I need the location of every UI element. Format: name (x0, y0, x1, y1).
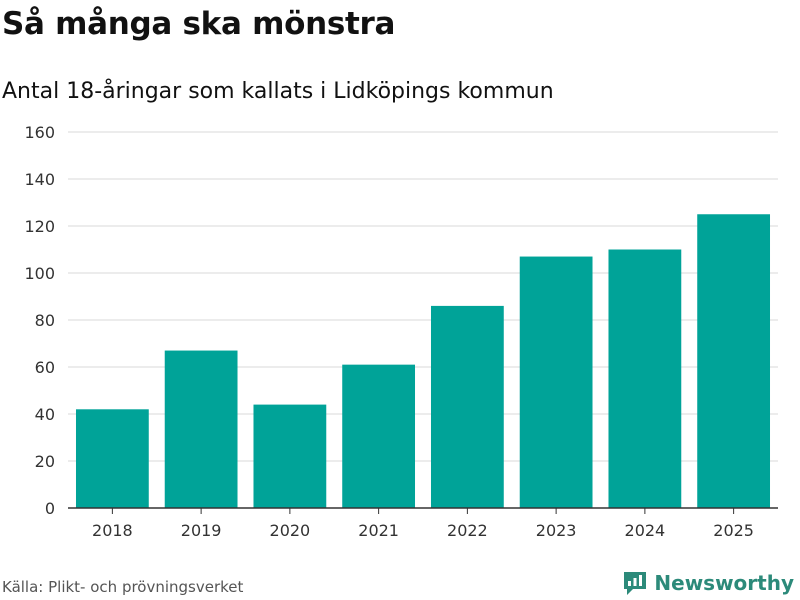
x-axis-ticks: 2018 2019 2020 2021 2022 2023 2024 2025 (92, 508, 754, 540)
y-tick-label: 140 (24, 170, 55, 189)
y-tick-label: 60 (35, 358, 55, 377)
brand-name: Newsworthy (654, 571, 794, 595)
y-tick-label: 160 (24, 123, 55, 142)
bar-2022 (430, 305, 504, 508)
x-tick-label: 2021 (358, 521, 399, 540)
newsworthy-logo-icon (624, 572, 647, 595)
source-note: Källa: Plikt- och prövningsverket (2, 578, 244, 596)
bars (75, 214, 771, 508)
x-tick-label: 2020 (270, 521, 311, 540)
bar-2024 (608, 249, 682, 508)
y-tick-label: 120 (24, 217, 55, 236)
chart-subtitle: Antal 18-åringar som kallats i Lidköping… (2, 79, 554, 104)
x-tick-label: 2023 (536, 521, 577, 540)
chart-title: Så många ska mönstra (2, 6, 396, 42)
bar-2019 (164, 350, 238, 508)
bar-2018 (75, 409, 149, 508)
bar-2020 (253, 404, 327, 508)
x-tick-label: 2024 (625, 521, 666, 540)
bar-2025 (697, 214, 771, 508)
bar-2023 (519, 256, 593, 508)
bar-2021 (342, 364, 416, 508)
y-tick-label: 40 (35, 405, 55, 424)
x-tick-label: 2022 (447, 521, 488, 540)
brand-logo: Newsworthy (622, 568, 794, 598)
x-tick-label: 2019 (181, 521, 222, 540)
x-tick-label: 2025 (713, 521, 754, 540)
y-axis-ticks: 0 20 40 60 80 100 120 140 160 (24, 123, 55, 518)
y-tick-label: 80 (35, 311, 55, 330)
x-tick-label: 2018 (92, 521, 133, 540)
y-tick-label: 100 (24, 264, 55, 283)
y-tick-label: 0 (45, 499, 55, 518)
y-tick-label: 20 (35, 452, 55, 471)
